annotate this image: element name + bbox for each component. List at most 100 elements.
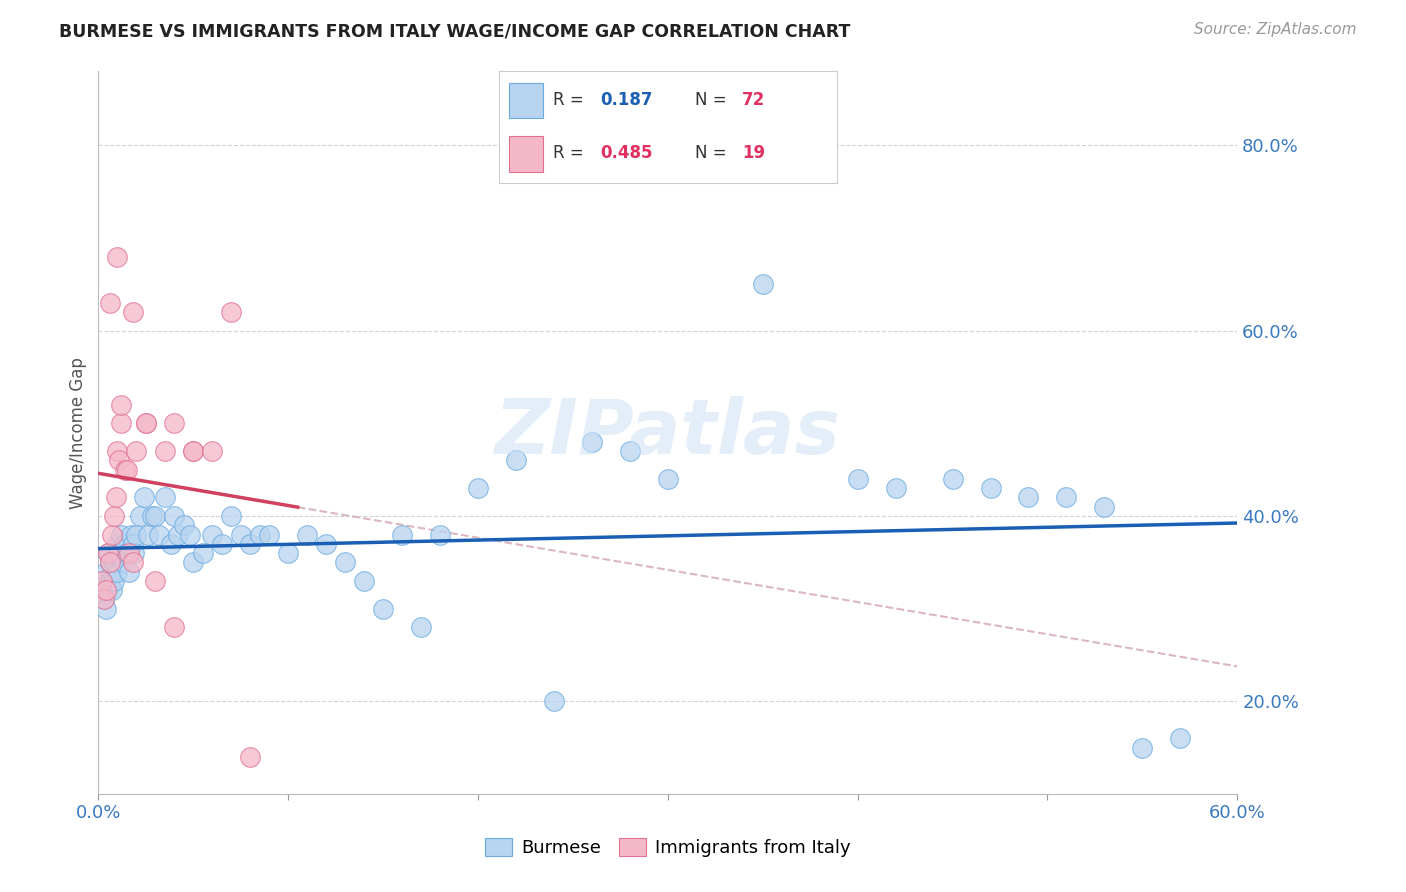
Point (93, 592, 115, 607)
Point (153, 491, 176, 505)
Point (411, 620, 433, 634)
Point (104, 491, 127, 505)
Point (121, 537, 143, 551)
Y-axis label: Wage/Income Gap: Wage/Income Gap (69, 357, 87, 508)
Point (543, 694, 565, 708)
Point (429, 527, 451, 541)
Point (183, 444, 205, 458)
Point (884, 481, 907, 495)
Point (221, 305, 243, 319)
Point (121, 555, 143, 569)
Point (371, 601, 394, 615)
Point (145, 574, 167, 588)
Point (191, 546, 214, 560)
Point (467, 481, 489, 495)
Point (179, 527, 201, 541)
Point (118, 565, 141, 579)
Point (135, 417, 157, 431)
Point (108, 546, 131, 560)
Point (135, 417, 157, 431)
FancyBboxPatch shape (509, 136, 543, 171)
Point (93, 592, 115, 607)
Point (183, 444, 205, 458)
Point (100, 583, 122, 598)
Point (581, 434, 603, 449)
Point (159, 537, 181, 551)
Point (110, 398, 132, 412)
Point (114, 463, 136, 477)
Point (141, 508, 163, 523)
Point (201, 444, 224, 458)
Point (229, 527, 252, 541)
Point (145, 508, 167, 523)
FancyBboxPatch shape (509, 83, 543, 119)
Point (619, 444, 641, 458)
Point (91, 583, 114, 598)
Point (183, 555, 205, 569)
Point (353, 574, 375, 588)
Point (110, 417, 132, 431)
Point (103, 574, 125, 588)
Point (132, 491, 155, 505)
Text: 72: 72 (742, 91, 765, 109)
Point (211, 537, 233, 551)
Point (129, 508, 152, 523)
Point (277, 546, 299, 560)
Point (1170, 731, 1192, 746)
Text: N =: N = (695, 91, 731, 109)
Point (1018, 491, 1040, 505)
Point (125, 527, 148, 541)
Text: 0.485: 0.485 (600, 145, 652, 162)
Point (100, 565, 122, 579)
Point (107, 537, 129, 551)
Point (1056, 491, 1078, 505)
Point (173, 518, 195, 533)
Point (167, 527, 190, 541)
Point (114, 537, 136, 551)
Point (942, 472, 965, 486)
Text: ZIPatlas: ZIPatlas (495, 396, 841, 469)
Point (163, 620, 186, 634)
Point (201, 527, 224, 541)
Point (115, 546, 138, 560)
Point (125, 444, 148, 458)
Point (112, 555, 135, 569)
Point (505, 453, 527, 467)
Point (979, 481, 1001, 495)
Point (1132, 740, 1154, 755)
Point (391, 527, 413, 541)
Text: 19: 19 (742, 145, 765, 162)
Point (315, 537, 337, 551)
Point (153, 444, 176, 458)
Point (297, 527, 319, 541)
Text: N =: N = (695, 145, 731, 162)
Text: 0.187: 0.187 (600, 91, 652, 109)
Text: R =: R = (553, 91, 589, 109)
Text: R =: R = (553, 145, 589, 162)
Point (148, 527, 170, 541)
Legend: Burmese, Immigrants from Italy: Burmese, Immigrants from Italy (478, 830, 858, 864)
Point (103, 508, 125, 523)
Point (239, 749, 262, 764)
Point (846, 472, 869, 486)
Point (108, 453, 131, 467)
Point (107, 565, 129, 579)
Point (221, 508, 243, 523)
Point (97, 583, 120, 598)
Point (110, 527, 132, 541)
Point (335, 555, 357, 569)
Point (752, 277, 775, 292)
Point (94, 601, 117, 615)
Point (121, 305, 143, 319)
Point (98, 574, 121, 588)
Point (98, 296, 121, 310)
Point (163, 417, 186, 431)
Point (124, 546, 146, 560)
Point (97, 546, 120, 560)
Point (118, 546, 141, 560)
Point (120, 527, 142, 541)
Text: BURMESE VS IMMIGRANTS FROM ITALY WAGE/INCOME GAP CORRELATION CHART: BURMESE VS IMMIGRANTS FROM ITALY WAGE/IN… (59, 22, 851, 40)
Point (103, 555, 125, 569)
Point (163, 508, 186, 523)
Point (249, 527, 271, 541)
